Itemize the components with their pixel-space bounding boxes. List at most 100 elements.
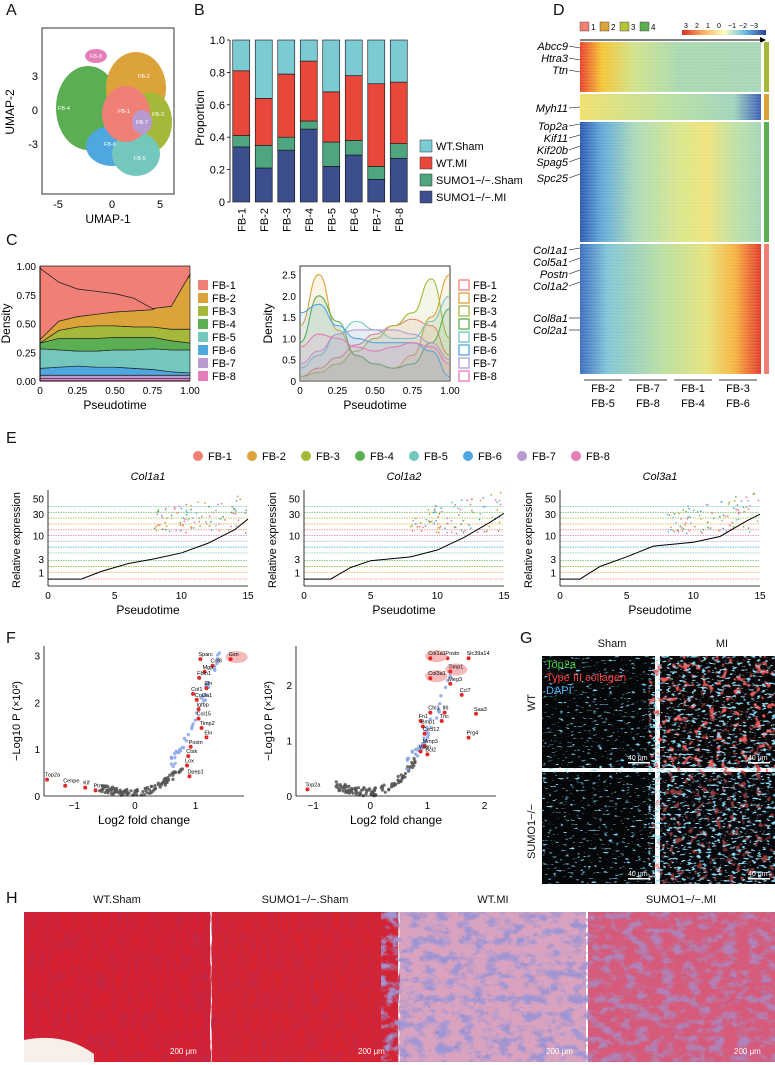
e-cell-point [483, 505, 485, 508]
bar-ytick: 0.4 [210, 132, 225, 144]
density-line-fb-7 [299, 329, 451, 365]
e-cell-point [179, 524, 182, 526]
bar-ytick: 0.2 [210, 165, 225, 177]
heat-gene-label: Spc25 [537, 173, 569, 185]
e-cell-point [690, 522, 692, 524]
heat-scale-label: −1 [728, 23, 736, 30]
e-cell-point [460, 529, 463, 532]
e-cell-point [457, 507, 460, 510]
c1-legend-swatch [198, 332, 208, 342]
f-point-ns [396, 774, 400, 779]
f-point-sig [63, 783, 68, 788]
e-cell-point [738, 511, 741, 514]
e-cell-point [455, 532, 458, 535]
if-scale-bar [748, 878, 770, 880]
e-trend-line [48, 518, 249, 580]
f-point-ns [397, 779, 402, 783]
e-cell-point [682, 509, 685, 511]
bar-segment [277, 73, 296, 138]
e-cell-point [472, 511, 475, 514]
proportion-bar-chart: Proportion FB-1 FB-2 FB-3 FB-4 FB-5 FB-6 FB-7 F… [193, 35, 523, 232]
bar-ytick: 0.8 [210, 67, 225, 79]
f-ytick: 1 [286, 736, 292, 747]
c1-xlabel: Pseudotime [83, 398, 147, 412]
f-xtick: −1 [307, 801, 319, 812]
e-plot-title: Col1a1 [131, 471, 166, 483]
heat-block-texture [580, 244, 761, 374]
histo-texture [212, 912, 398, 1062]
e-cell-point [688, 529, 691, 532]
f-point-sig [466, 735, 471, 740]
e-xtick: 5 [368, 591, 374, 602]
e-cell-point [711, 512, 713, 515]
umap-label: FB-2 [138, 74, 150, 80]
panel-label-c: C [6, 232, 18, 249]
bar-segment [344, 75, 363, 141]
bar-segment [277, 149, 296, 203]
e-cell-point [712, 517, 715, 520]
umap-xtick: 5 [157, 199, 163, 211]
e-cell-point [234, 509, 237, 512]
heat-gene-label: Spag5 [536, 157, 569, 169]
f-gene-label: Fbln1 [197, 671, 211, 677]
f-point-ns [168, 773, 172, 777]
c2-ytick: 1.0 [282, 334, 296, 345]
e-cell-point [450, 531, 453, 534]
e-cell-point [727, 503, 730, 505]
e-cell-point [470, 498, 473, 501]
e-cell-point [236, 495, 239, 498]
c1-legend-label: FB-8 [212, 371, 236, 383]
e-cell-point [180, 507, 183, 510]
e-legend-label: FB-1 [208, 451, 232, 463]
f-point-ns [334, 780, 338, 784]
e-cell-point [411, 524, 414, 527]
f-xtick: 0 [368, 801, 374, 812]
e-cell-point [733, 500, 736, 502]
e-cell-point [428, 513, 431, 515]
e-cell-point [235, 525, 238, 527]
f-point-blue [193, 718, 198, 722]
e-cell-point [722, 514, 725, 517]
umap-label: FB-6 [104, 142, 116, 148]
bar-xtick: FB-8 [394, 208, 406, 232]
e-cell-point [676, 529, 679, 532]
e-cell-point [197, 501, 199, 503]
e-cell-point [728, 501, 731, 504]
e-trend-line [560, 513, 761, 580]
f-point-sig [418, 749, 423, 754]
f-gene-label: Col15 [197, 712, 211, 718]
umap-label: FB-3 [152, 112, 164, 118]
e-cell-point [460, 523, 462, 526]
stacked-density-chart: 0 0.25 0.50 0.75 1.00 0.00 0.25 0.50 0.75 1.00 Pse… [0, 262, 236, 412]
f-point-ns [383, 790, 387, 794]
f-point-sig [45, 777, 50, 782]
e-cell-point [235, 500, 238, 502]
heat-gene-tick [568, 157, 581, 163]
c1-ylabel: Density [0, 303, 13, 343]
e-cell-point [496, 501, 499, 504]
f-gene-label: Timp2 [200, 721, 215, 727]
e-cell-point [424, 525, 427, 527]
e-cell-point [220, 502, 223, 505]
f-point-sig [425, 752, 430, 757]
e-cell-point [446, 522, 449, 525]
c2-legend-label: FB-6 [473, 345, 497, 357]
e-cell-point [498, 499, 501, 502]
f-point-blue [184, 739, 189, 743]
e-cell-point [499, 503, 502, 506]
umap-ylabel: UMAP-2 [3, 89, 17, 135]
e-cell-point [435, 519, 438, 522]
f-point-sig [194, 697, 199, 702]
e-cell-point [182, 517, 185, 520]
e-cell-point [706, 521, 709, 524]
c2-legend-label: FB-5 [473, 332, 497, 344]
fb-legend-e: FB-1 FB-2 FB-3 FB-4 FB-5 FB-6 FB-7 FB-8 [0, 448, 775, 464]
bar-segment [389, 39, 408, 83]
e-cell-point [483, 530, 486, 533]
e-cell-point [245, 509, 247, 512]
f-point-sig [202, 669, 207, 674]
f-gene-label: Col3a1 [428, 671, 445, 677]
e-cell-point [436, 523, 439, 525]
f-point-ns [340, 786, 344, 790]
e-cell-point [672, 529, 674, 532]
